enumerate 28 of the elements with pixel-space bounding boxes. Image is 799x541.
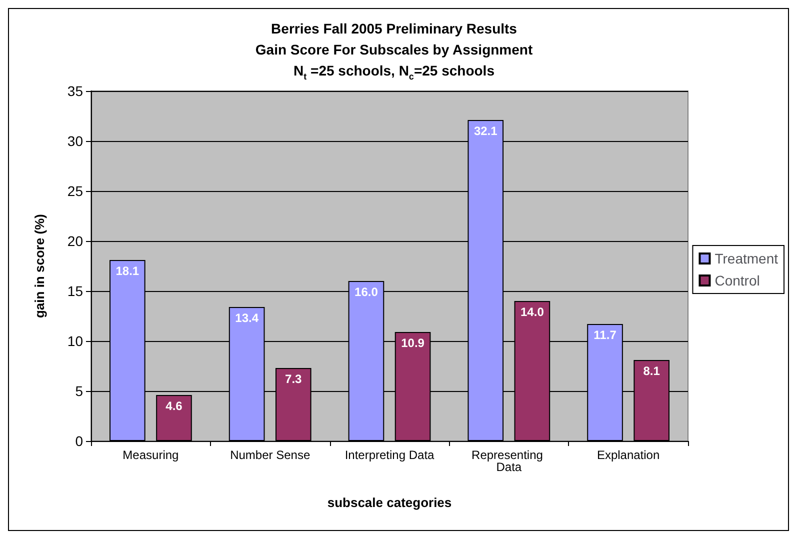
legend-label: Treatment	[714, 250, 778, 266]
y-tick-label: 35	[67, 83, 84, 99]
data-label: 8.1	[643, 364, 660, 378]
data-label: 13.4	[235, 311, 259, 325]
x-tick-label: Number Sense	[230, 448, 310, 462]
y-axis-title: gain in score (%)	[32, 214, 47, 318]
data-label: 11.7	[594, 328, 617, 342]
bar	[156, 395, 192, 441]
y-tick-label: 25	[67, 183, 84, 199]
data-label: 14.0	[520, 305, 544, 319]
data-label: 7.3	[285, 372, 302, 386]
y-tick-label: 30	[67, 133, 84, 149]
y-tick-label: 15	[67, 283, 84, 299]
x-tick-label: Explanation	[596, 448, 660, 462]
y-tick-label: 0	[75, 433, 84, 449]
x-tick-label: Measuring	[122, 448, 179, 462]
x-axis-title: subscale categories	[327, 495, 452, 510]
data-label: 32.1	[474, 124, 498, 138]
x-tick-label: Interpreting Data	[344, 448, 435, 462]
y-tick-label: 5	[75, 383, 84, 399]
legend-label: Control	[714, 272, 760, 288]
x-tick-label: Representing Data	[472, 448, 546, 474]
data-label: 4.6	[166, 399, 183, 413]
data-label: 10.9	[401, 336, 425, 350]
data-label: 18.1	[116, 264, 140, 278]
data-label: 16.0	[354, 285, 378, 299]
y-tick-label: 20	[67, 233, 84, 249]
y-tick-label: 10	[67, 333, 84, 349]
